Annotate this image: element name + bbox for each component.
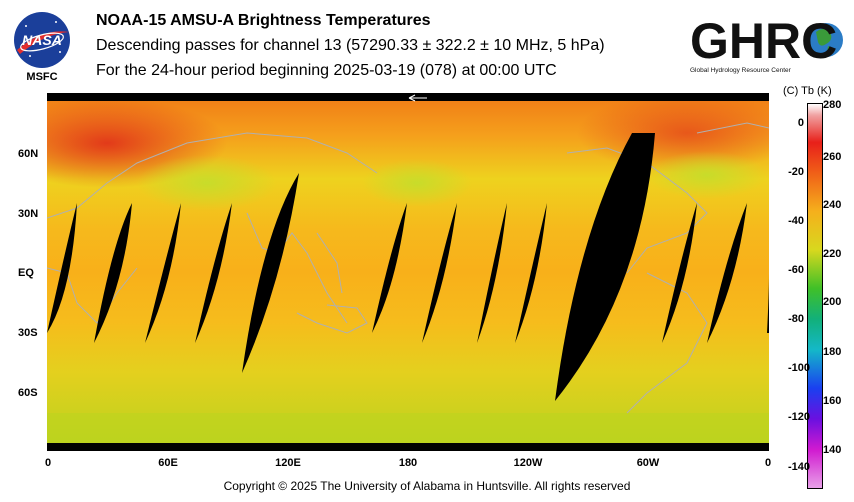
colorbar-celsius-tick: 0 (797, 117, 804, 129)
ghrc-logo: GHRC Global Hydrology Resource Center (688, 12, 848, 76)
colorbar-celsius-tick: -20 (788, 166, 804, 178)
colorbar-celsius-tick: -140 (788, 461, 811, 473)
colorbar (807, 103, 823, 489)
colorbar-celsius-tick: -100 (788, 362, 811, 374)
colorbar-celsius-tick: -60 (788, 264, 804, 276)
nasa-logo-text: NASA (22, 32, 62, 48)
colorbar-kelvin-tick: 280 (823, 99, 842, 111)
period-text: For the 24-hour period beginning 2025-03… (96, 62, 557, 79)
copyright-text: Copyright © 2025 The University of Alaba… (223, 479, 631, 493)
colorbar-kelvin-tick: 240 (823, 199, 842, 211)
lon-label-60e: 60E (158, 457, 178, 469)
colorbar-kelvin-tick: 200 (823, 296, 842, 308)
colorbar-kelvin-tick: 180 (823, 346, 842, 358)
lat-label-60s: 60S (18, 387, 38, 399)
colorbar-kelvin-tick: 140 (823, 444, 842, 456)
colorbar-kelvin-tick: 160 (823, 395, 842, 407)
lat-label-eq: EQ (18, 267, 34, 279)
colorbar-kelvin-tick: 260 (823, 151, 842, 163)
lon-label-0: 0 (44, 457, 52, 469)
lon-label-120e: 120E (275, 457, 301, 469)
colorbar-celsius-tick: -120 (788, 411, 811, 423)
lon-label-120w: 120W (513, 457, 543, 469)
colorbar-kelvin-tick: 220 (823, 248, 842, 260)
lat-label-60n: 60N (18, 148, 39, 160)
lat-label-30n: 30N (18, 208, 39, 220)
nasa-logo-caption: MSFC (26, 71, 57, 82)
colorbar-header: (C) Tb (K) (783, 85, 832, 97)
lon-label-60w: 60W (636, 457, 660, 469)
ghrc-logo-text: GHRC (690, 13, 837, 69)
ghrc-logo-caption: Global Hydrology Resource Center (690, 67, 792, 74)
colorbar-celsius-tick: -80 (788, 313, 804, 325)
page-subtitle: Descending passes for channel 13 (57290.… (96, 37, 605, 54)
colorbar-celsius-tick: -40 (788, 215, 804, 227)
lon-label-0-end: 0 (764, 457, 772, 469)
lon-label-180: 180 (398, 457, 418, 469)
brightness-temperature-map (0, 93, 797, 451)
lat-label-30s: 30S (18, 327, 38, 339)
page-title: NOAA-15 AMSU-A Brightness Temperatures (96, 12, 431, 29)
nasa-logo: NASA MSFC (12, 10, 72, 83)
